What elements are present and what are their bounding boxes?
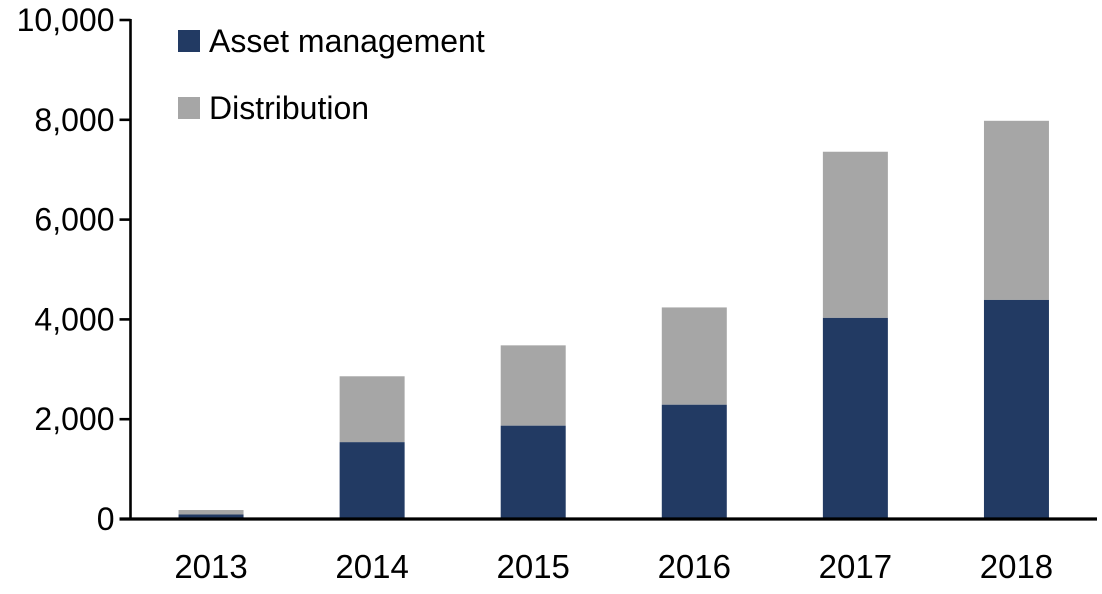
bar-distribution-2014	[339, 376, 405, 443]
bar-distribution-2015	[500, 345, 566, 426]
bar-asset-management-2013	[178, 514, 244, 519]
bar-distribution-2013	[178, 510, 244, 515]
bar-distribution-2016	[661, 307, 727, 405]
bar-asset-management-2018	[983, 299, 1049, 519]
bar-asset-management-2015	[500, 425, 566, 519]
chart-legend: Asset management Distribution	[178, 23, 485, 126]
x-label-2017: 2017	[819, 548, 892, 585]
y-tick-label-6,000: 6,000	[34, 202, 114, 238]
x-label-2018: 2018	[980, 548, 1053, 585]
y-tick-label-8,000: 8,000	[34, 102, 114, 138]
legend-swatch-distribution	[178, 97, 200, 119]
bar-asset-management-2017	[822, 317, 888, 519]
x-label-2015: 2015	[496, 548, 569, 585]
legend-swatch-asset-management	[178, 30, 200, 52]
legend-item-asset-management: Asset management	[178, 23, 485, 59]
x-label-2016: 2016	[658, 548, 731, 585]
y-tick-label-0: 0	[97, 501, 115, 537]
y-tick-label-4,000: 4,000	[34, 301, 114, 337]
x-label-2014: 2014	[335, 548, 408, 585]
bar-asset-management-2014	[339, 442, 405, 519]
y-tick-label-10,000: 10,000	[17, 2, 115, 38]
legend-label-distribution: Distribution	[209, 90, 370, 126]
x-label-2013: 2013	[174, 548, 247, 585]
legend-label-asset-management: Asset management	[209, 23, 485, 59]
bar-distribution-2018	[983, 120, 1049, 300]
y-tick-label-2,000: 2,000	[34, 401, 114, 437]
bar-distribution-2017	[822, 151, 888, 318]
bar-asset-management-2016	[661, 404, 727, 519]
legend-item-distribution: Distribution	[178, 90, 485, 126]
